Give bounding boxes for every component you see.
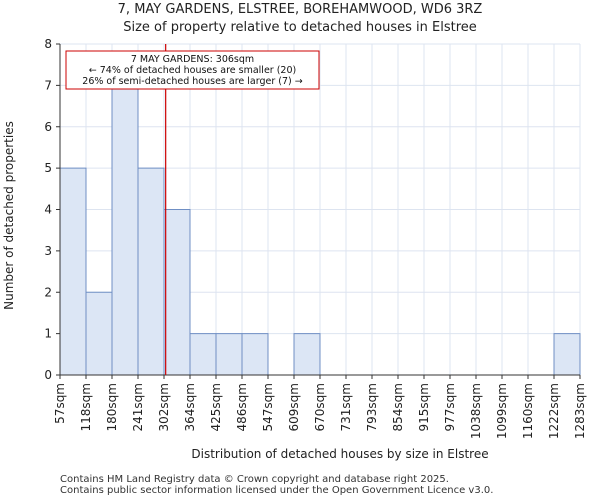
x-tick-label: 241sqm [131,383,145,431]
footer-licence: Contains public sector information licen… [60,485,494,496]
y-tick-label: 3 [44,244,52,258]
x-tick-label: 793sqm [365,383,379,431]
histogram-bar [215,333,243,376]
annotation-larger-share: 26% of semi-detached houses are larger (… [82,76,302,87]
histogram-bar [137,167,165,376]
footer-copyright: Contains HM Land Registry data © Crown c… [60,474,449,485]
annotation-box [65,50,320,90]
x-tick-label: 118sqm [79,383,93,431]
annotation-smaller-share: ← 74% of detached houses are smaller (20… [89,65,296,76]
x-tick-label: 609sqm [287,383,301,431]
histogram-bar [553,333,581,376]
x-tick-label: 1099sqm [495,383,509,439]
x-tick-label: 731sqm [339,383,353,431]
histogram-bar [293,333,321,376]
x-tick-label: 425sqm [209,383,223,431]
y-tick-label: 6 [44,120,52,134]
x-tick-label: 57sqm [53,383,67,424]
x-tick-label: 1283sqm [573,383,587,439]
histogram-bar [163,209,191,376]
y-tick-label: 0 [44,368,52,382]
y-tick-label: 5 [44,161,52,175]
histogram-bar [59,167,87,376]
x-tick-label: 364sqm [183,383,197,431]
x-tick-label: 1222sqm [547,383,561,439]
y-tick-label: 8 [44,37,52,51]
histogram-bar [111,84,139,376]
chart-title-line1: 7, MAY GARDENS, ELSTREE, BOREHAMWOOD, WD… [117,2,483,17]
x-tick-label: 486sqm [235,383,249,431]
histogram-bar [85,291,113,376]
x-tick-label: 1160sqm [521,383,535,439]
x-tick-label: 915sqm [417,383,431,431]
x-tick-label: 1038sqm [469,383,483,439]
x-tick-label: 302sqm [157,383,171,431]
x-axis-title: Distribution of detached houses by size … [191,447,488,461]
x-tick-label: 180sqm [105,383,119,431]
histogram-bar [189,333,217,376]
y-axis-title: Number of detached properties [2,121,16,310]
y-tick-label: 7 [44,78,52,92]
x-tick-label: 670sqm [313,383,327,431]
x-tick-label: 547sqm [261,383,275,431]
y-tick-label: 4 [44,203,52,217]
histogram-bar [241,333,269,376]
y-tick-label: 2 [44,285,52,299]
chart-title-line2: Size of property relative to detached ho… [123,20,477,35]
x-tick-label: 977sqm [443,383,457,431]
y-tick-label: 1 [44,327,52,341]
annotation-property-size: 7 MAY GARDENS: 306sqm [131,54,254,65]
x-tick-label: 854sqm [391,383,405,431]
